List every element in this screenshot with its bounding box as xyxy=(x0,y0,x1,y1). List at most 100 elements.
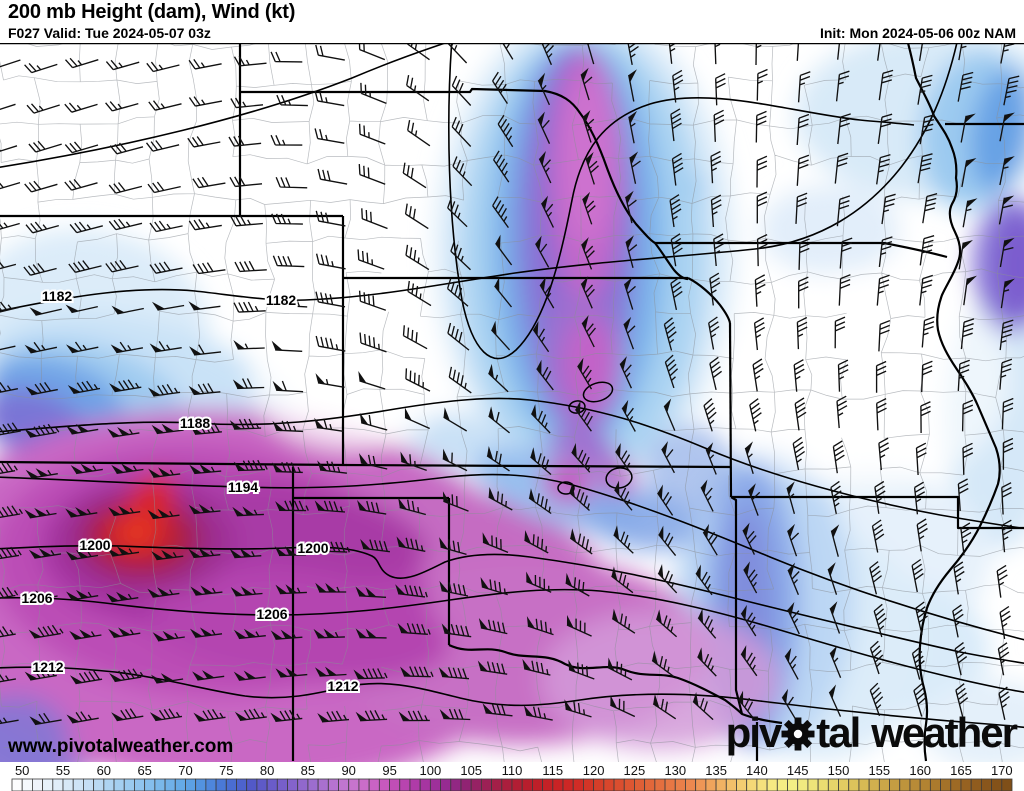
wind-barb xyxy=(837,43,841,60)
wind-barb xyxy=(229,176,263,188)
wind-barb xyxy=(276,94,308,107)
colorbar-tick-label: 165 xyxy=(950,763,972,778)
wind-barb xyxy=(962,442,974,475)
wind-barb xyxy=(756,68,768,101)
wind-barb xyxy=(493,150,510,183)
wind-barb xyxy=(532,321,550,353)
wind-barb xyxy=(999,112,1015,142)
contour-label: 1200 xyxy=(297,540,328,556)
colorbar-cell xyxy=(440,778,452,791)
wind-barb xyxy=(710,194,722,228)
colorbar-cell xyxy=(634,778,646,791)
wind-barb xyxy=(541,43,554,66)
contour-label: 1212 xyxy=(32,659,63,675)
wind-barb xyxy=(111,463,144,474)
wind-barb xyxy=(188,301,221,311)
wind-barb xyxy=(359,453,388,470)
wind-barb xyxy=(109,142,144,155)
colorbar-cell xyxy=(980,778,992,791)
wind-barb xyxy=(230,586,263,597)
wind-barb xyxy=(188,503,221,515)
wind-barb xyxy=(105,101,139,112)
wind-barb xyxy=(530,447,552,476)
colorbar-tick-label: 145 xyxy=(787,763,809,778)
colorbar-cell xyxy=(889,778,901,791)
wind-barb xyxy=(0,673,17,683)
wind-barb xyxy=(407,280,432,307)
colorbar-cell xyxy=(236,778,248,791)
colorbar-cell xyxy=(970,778,982,791)
colorbar-cell xyxy=(664,778,676,791)
wind-barb xyxy=(713,109,725,142)
colorbar-cell xyxy=(858,778,870,791)
colorbar-tick-label: 105 xyxy=(460,763,482,778)
colorbar-cell xyxy=(715,778,727,791)
wind-barb xyxy=(1002,437,1014,470)
wind-barb xyxy=(614,480,633,511)
wind-barb xyxy=(439,537,467,556)
wind-barb xyxy=(744,441,754,474)
wind-barb xyxy=(315,291,346,308)
wind-barb xyxy=(65,506,98,518)
wind-barb xyxy=(106,546,140,557)
colorbar-tick-label: 130 xyxy=(664,763,686,778)
wind-barb xyxy=(25,382,58,396)
wind-barb xyxy=(742,522,757,555)
wind-barb xyxy=(447,197,468,228)
colorbar-cell xyxy=(62,778,74,791)
wind-barb xyxy=(398,710,430,722)
wind-barb xyxy=(189,463,222,475)
wind-barb xyxy=(0,586,19,599)
wind-barb xyxy=(111,708,144,722)
wind-barb xyxy=(358,290,387,311)
wind-barb xyxy=(313,628,345,639)
shading-blob xyxy=(0,695,70,762)
wind-barb xyxy=(357,499,387,515)
wind-barb xyxy=(671,152,684,186)
state-border xyxy=(655,241,948,259)
colorbar-cell xyxy=(93,778,105,791)
colorbar-tick-label: 110 xyxy=(502,763,523,778)
colorbar-cell xyxy=(838,778,850,791)
wind-barb xyxy=(105,59,140,71)
colorbar-cell xyxy=(225,778,237,791)
wind-barb xyxy=(874,480,886,514)
colorbar-cell xyxy=(868,778,880,791)
shading-blob xyxy=(564,317,616,413)
wind-barb xyxy=(110,341,144,354)
colorbar-cell xyxy=(725,778,737,791)
wind-barb xyxy=(451,75,472,106)
wind-barb xyxy=(70,463,103,475)
wind-barb xyxy=(1001,519,1013,553)
wind-barb xyxy=(958,239,973,270)
wind-barb xyxy=(29,712,62,726)
colorbar-cell xyxy=(174,778,186,791)
wind-barb xyxy=(488,406,511,434)
gear-icon xyxy=(781,716,815,758)
colorbar-tick-label: 80 xyxy=(260,763,274,778)
wind-barb xyxy=(568,482,590,512)
wind-barb xyxy=(830,524,840,557)
wind-barb xyxy=(314,128,345,144)
wind-barb xyxy=(402,325,428,350)
wind-barb xyxy=(233,301,266,313)
wind-barb xyxy=(24,341,58,354)
wind-barb xyxy=(64,102,98,113)
wind-barb xyxy=(916,518,928,552)
wind-barb xyxy=(670,276,683,311)
wind-barb xyxy=(607,657,633,681)
wind-barb xyxy=(107,427,140,438)
wind-barb xyxy=(148,467,181,478)
wind-barb xyxy=(400,666,434,678)
wind-barb xyxy=(710,150,722,184)
colorbar-tick-label: 160 xyxy=(909,763,931,778)
wind-barb xyxy=(482,703,513,717)
logo-text-weather: weather xyxy=(871,709,1018,756)
wind-barb xyxy=(229,418,262,430)
contour-labels: 1182 1182 1188 1194 1200 1200 1206 1206 1212 1212 xyxy=(19,286,360,696)
wind-barb xyxy=(962,198,978,228)
colorbar-cell xyxy=(817,778,829,791)
wind-barb xyxy=(878,319,891,352)
wind-barb xyxy=(876,397,887,431)
wind-barb xyxy=(796,113,810,146)
